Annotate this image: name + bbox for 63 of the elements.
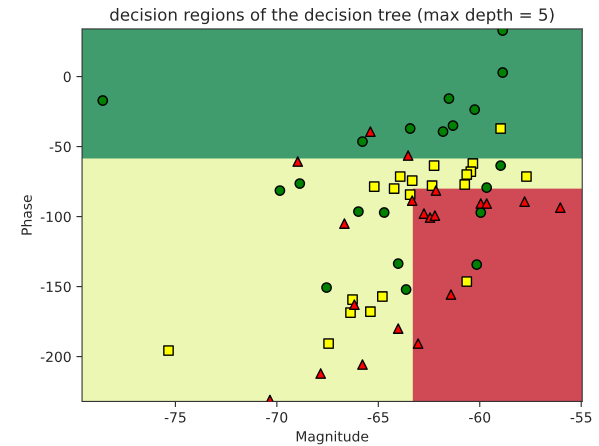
point — [406, 175, 418, 186]
point — [459, 179, 470, 190]
x-tick-label: -70 — [266, 412, 288, 423]
point — [461, 169, 472, 180]
y-tick-label: 0 — [64, 72, 71, 82]
point — [339, 218, 350, 229]
point — [378, 207, 390, 218]
point — [394, 171, 406, 182]
y-tick-label: -150 — [40, 282, 71, 292]
point — [353, 206, 364, 217]
point — [315, 368, 326, 379]
point — [481, 198, 492, 209]
x-tick-label: -75 — [164, 412, 186, 423]
point — [400, 284, 412, 295]
point — [365, 126, 376, 137]
point — [412, 338, 424, 349]
point — [377, 291, 388, 302]
point — [471, 259, 482, 270]
point — [357, 136, 368, 147]
point — [469, 104, 480, 115]
point — [461, 276, 472, 287]
y-tick-label: -50 — [50, 142, 71, 152]
point — [497, 67, 508, 78]
point — [404, 123, 416, 134]
point — [323, 338, 334, 349]
y-tick-label: -100 — [40, 212, 71, 222]
point — [475, 207, 486, 218]
point — [438, 126, 448, 137]
point — [554, 202, 566, 213]
x-tick-label: -60 — [469, 412, 490, 423]
point — [357, 359, 368, 370]
point — [163, 345, 174, 356]
point — [446, 289, 456, 300]
point — [368, 181, 380, 192]
x-tick-label: -55 — [570, 412, 592, 423]
point — [444, 93, 454, 104]
point — [292, 156, 304, 167]
point — [97, 95, 108, 106]
point — [406, 195, 418, 206]
point — [402, 150, 414, 161]
y-axis-title: Phase — [21, 195, 32, 235]
y-tick-label: -200 — [40, 352, 71, 362]
point — [521, 171, 532, 182]
point — [321, 282, 332, 293]
point — [481, 182, 492, 193]
point — [349, 299, 360, 310]
point — [392, 323, 404, 334]
point — [428, 160, 440, 171]
x-axis-title: Magnitude — [296, 430, 368, 444]
point — [418, 208, 430, 220]
point — [274, 185, 286, 196]
point — [495, 123, 506, 134]
point — [388, 183, 400, 194]
point — [294, 178, 306, 189]
point — [430, 210, 440, 221]
x-tick-label: -65 — [368, 412, 388, 423]
point — [495, 160, 506, 171]
point — [519, 196, 530, 207]
point — [392, 258, 404, 269]
point — [430, 185, 442, 196]
point — [448, 120, 458, 131]
point — [365, 306, 376, 318]
chart-title: decision regions of the decision tree (max depth = 5) — [110, 8, 554, 24]
